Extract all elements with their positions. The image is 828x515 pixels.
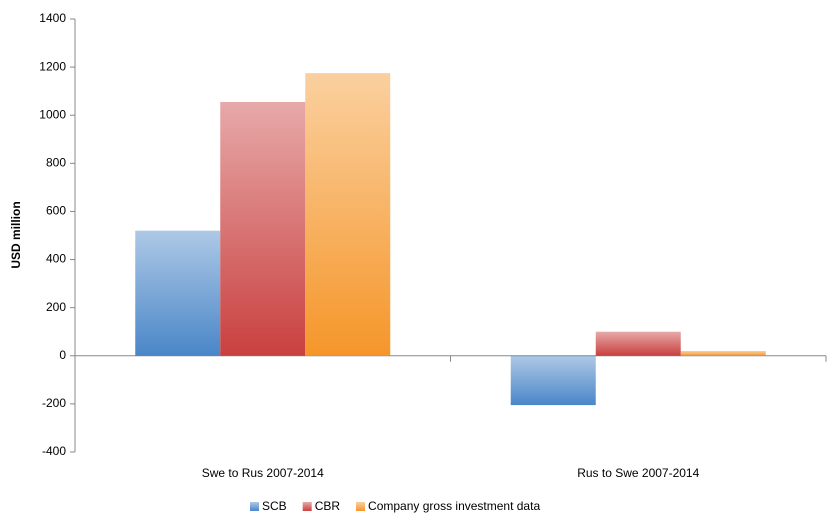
- x-tick-label: Swe to Rus 2007-2014: [202, 466, 324, 480]
- y-tick-label: 200: [46, 300, 66, 314]
- bar: [135, 230, 221, 356]
- x-tick-label: Rus to Swe 2007-2014: [577, 466, 699, 480]
- bar: [510, 355, 596, 406]
- y-tick-label: -400: [42, 444, 66, 458]
- bar: [305, 73, 391, 356]
- legend-swatch: [250, 502, 259, 511]
- y-tick-label: 1400: [39, 11, 66, 25]
- legend-label: CBR: [315, 499, 341, 513]
- y-tick-label: 1200: [39, 59, 66, 73]
- y-tick-label: 1000: [39, 107, 66, 121]
- y-tick-label: 600: [46, 204, 66, 218]
- y-tick-label: 0: [59, 348, 66, 362]
- bar: [680, 350, 766, 356]
- bar: [595, 331, 681, 356]
- y-tick-label: 400: [46, 252, 66, 266]
- y-axis-label: USD million: [9, 201, 23, 268]
- bar: [220, 101, 306, 356]
- legend-label: Company gross investment data: [368, 499, 540, 513]
- legend-label: SCB: [262, 499, 287, 513]
- y-tick-label: -200: [42, 396, 66, 410]
- legend-swatch: [356, 502, 366, 511]
- y-tick-label: 800: [46, 156, 66, 170]
- legend-swatch: [302, 502, 312, 511]
